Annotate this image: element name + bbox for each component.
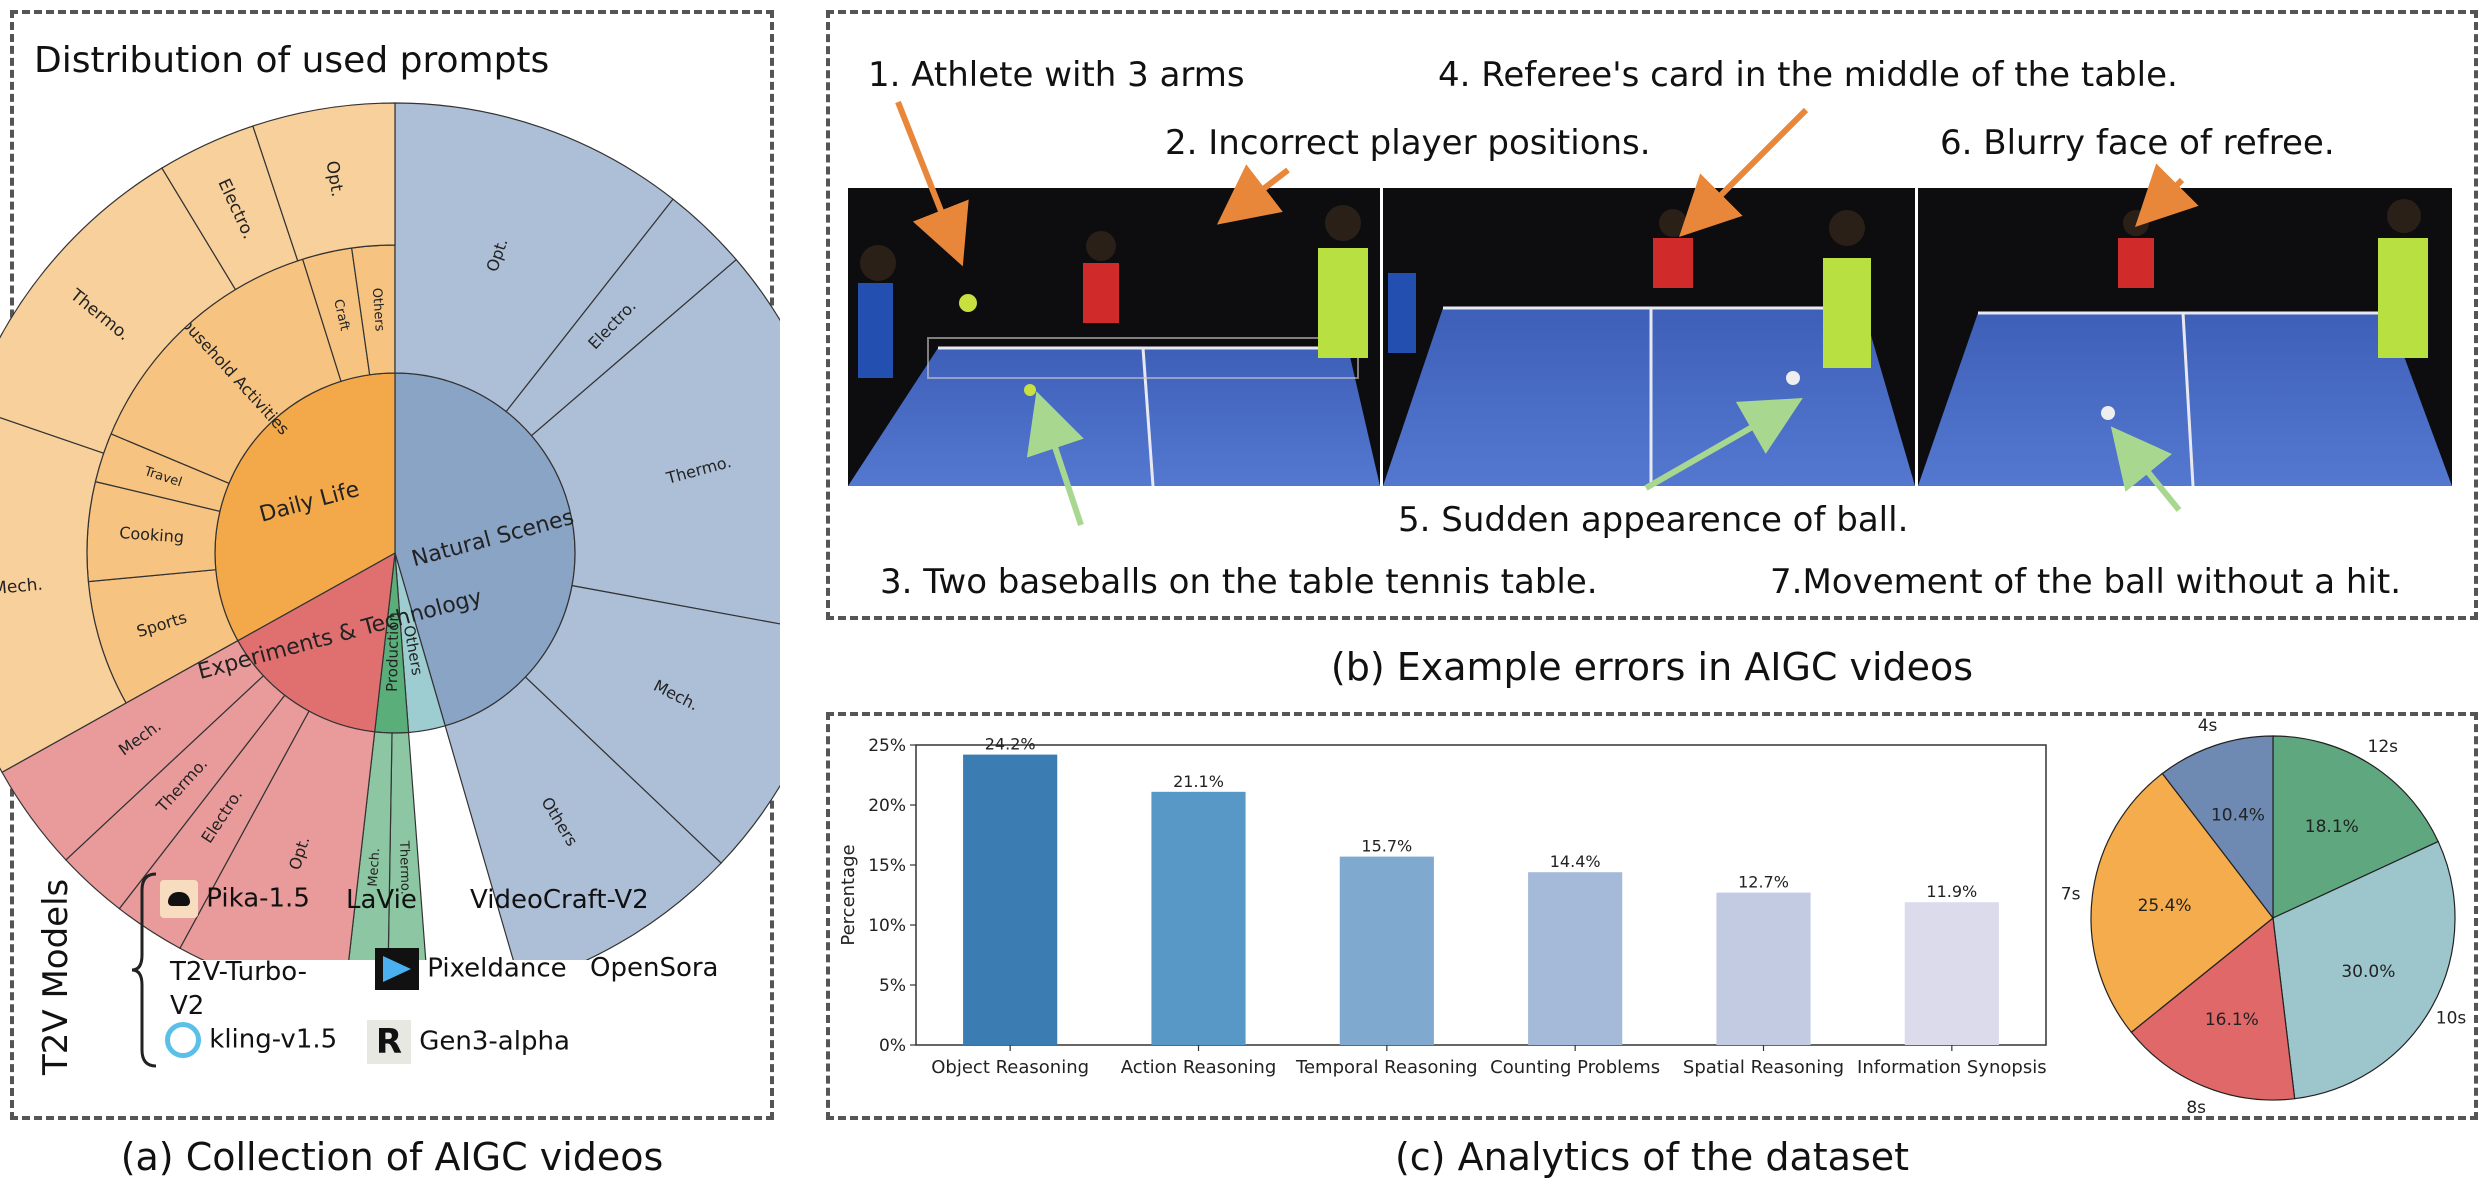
y-tick-label: 10% <box>868 916 906 936</box>
bar-counting-problems <box>1528 872 1623 1045</box>
pie-slice-label: 16.1% <box>2205 1010 2259 1030</box>
sunburst-label: Craft <box>330 298 352 332</box>
model-name: Pika-1.5 <box>206 883 310 914</box>
gen3-icon: R <box>367 1020 411 1064</box>
pie-slice-4s <box>2161 735 2274 920</box>
x-tick-label: Action Reasoning <box>1121 1057 1277 1078</box>
kling-icon <box>165 1022 201 1058</box>
y-axis-label: Percentage <box>838 844 859 945</box>
model-t2v-turbo: T2V-Turbo- V2 <box>170 957 308 1021</box>
sunburst-segment-mech <box>524 584 780 864</box>
video-frame-3 <box>1918 188 2452 486</box>
sunburst-label: Cooking <box>119 523 185 547</box>
sunburst-segment-thermo <box>530 258 780 625</box>
error-label-2: 2. Incorrect player positions. <box>1165 123 1651 163</box>
model-pixeldance: Pixeldance <box>375 948 567 990</box>
caption-c: (c) Analytics of the dataset <box>1394 1135 1910 1179</box>
sunburst-label: Thermo. <box>396 840 413 895</box>
pie-slice-label: 10.4% <box>2211 806 2265 826</box>
models-brace <box>131 872 157 1068</box>
bar-value-label: 11.9% <box>1926 882 1977 901</box>
pie-slice-7s <box>2090 772 2274 1034</box>
pie-slice-8s <box>2130 916 2296 1101</box>
sunburst-outer-opt <box>252 102 396 262</box>
model-pika: Pika-1.5 <box>160 880 310 918</box>
video-frame-2 <box>1383 188 1915 486</box>
bar-value-label: 15.7% <box>1361 837 1412 856</box>
pie-slice-10s <box>2272 840 2456 1100</box>
sunburst-segment-others <box>444 676 722 960</box>
y-tick-label: 5% <box>879 976 906 996</box>
bar-temporal-reasoning <box>1339 856 1434 1045</box>
model-name: Gen3-alpha <box>419 1026 570 1057</box>
bar-value-label: 12.7% <box>1738 873 1789 892</box>
caption-b: (b) Example errors in AIGC videos <box>1330 645 1974 689</box>
models-heading: T2V Models <box>36 878 76 1075</box>
y-tick-label: 20% <box>868 796 906 816</box>
bar-action-reasoning <box>1151 791 1246 1045</box>
video-frame-1 <box>848 188 1380 486</box>
bar-axes-frame <box>915 744 2047 1046</box>
model-videocraft: VideoCraft-V2 <box>470 885 649 915</box>
pie-slice-label: 18.1% <box>2305 817 2359 837</box>
x-tick-label: Temporal Reasoning <box>1295 1057 1478 1078</box>
model-opensora: OpenSora <box>590 953 719 983</box>
pie-slice-12s <box>2272 735 2439 919</box>
model-name: kling-v1.5 <box>209 1024 338 1055</box>
pie-legend-label: 4s <box>2198 716 2218 736</box>
bar-spatial-reasoning <box>1716 892 1811 1045</box>
sunburst-label: Mech. <box>0 575 44 599</box>
sunburst-outer-mech <box>0 417 127 774</box>
model-gen3: R Gen3-alpha <box>367 1020 570 1064</box>
y-tick-label: 0% <box>879 1036 906 1056</box>
x-tick-label: Information Synopsis <box>1857 1057 2047 1078</box>
x-tick-label: Counting Problems <box>1490 1057 1660 1078</box>
bar-value-label: 14.4% <box>1550 852 1601 871</box>
x-tick-label: Object Reasoning <box>931 1057 1089 1078</box>
error-label-7: 7.Movement of the ball without a hit. <box>1770 562 2402 602</box>
error-label-5: 5. Sudden appearence of ball. <box>1398 500 1909 540</box>
pixeldance-icon <box>375 948 419 990</box>
pie-legend-label: 10s <box>2436 1008 2467 1028</box>
pika-icon <box>160 880 198 918</box>
caption-a: (a) Collection of AIGC videos <box>120 1135 664 1179</box>
error-label-1: 1. Athlete with 3 arms <box>868 55 1245 95</box>
pie-slice-label: 25.4% <box>2138 896 2192 916</box>
sunburst-label: Mech. <box>366 848 383 888</box>
panel-b-frame <box>826 10 2478 620</box>
error-label-6: 6. Blurry face of refree. <box>1940 123 2335 163</box>
bar-information-synopsis <box>1904 902 1999 1045</box>
bar-chart: 0% 5% 10% 15% 20% 25% Percentage 24.2% Object Re… <box>838 735 2047 1078</box>
error-label-3: 3. Two baseballs on the table tennis tab… <box>880 562 1598 602</box>
sunburst-segment-opt <box>394 102 674 413</box>
model-lavie: LaVie <box>346 885 417 915</box>
pie-slice-label: 30.0% <box>2341 962 2395 982</box>
error-label-4: 4. Referee's card in the middle of the t… <box>1438 55 2178 95</box>
bar-value-label: 21.1% <box>1173 772 1224 791</box>
y-tick-label: 15% <box>868 856 906 876</box>
model-kling: kling-v1.5 <box>165 1022 337 1058</box>
video-frames <box>848 188 2452 486</box>
pie-legend-label: 12s <box>2368 737 2399 757</box>
model-name: Pixeldance <box>427 953 567 984</box>
pie-legend-label: 8s <box>2186 1098 2206 1115</box>
sunburst-label: Others <box>369 287 387 332</box>
y-tick-label: 25% <box>868 736 906 756</box>
pie-chart: 18.1% 12s 30.0% 10s 16.1% 8s 25.4% 7s 10.4% 4s <box>2061 716 2467 1115</box>
sunburst-title: Distribution of used prompts <box>34 40 550 81</box>
bar-value-label: 24.2% <box>985 735 1036 754</box>
sunburst-inner-label: Production <box>383 612 403 692</box>
x-tick-label: Spatial Reasoning <box>1683 1057 1844 1078</box>
pie-legend-label: 7s <box>2061 885 2081 905</box>
panel-c-frame <box>826 712 2478 1120</box>
bar-object-reasoning <box>963 754 1058 1045</box>
